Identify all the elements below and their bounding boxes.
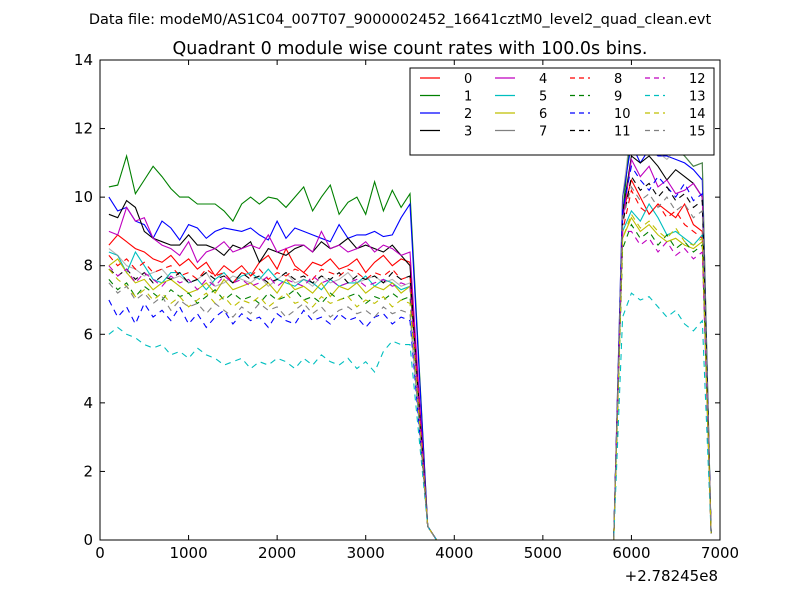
series-line-3 — [108, 154, 712, 541]
x-tick-label: 6000 — [612, 544, 650, 562]
x-tick-label: 0 — [95, 544, 105, 562]
legend-label-12: 12 — [689, 72, 706, 87]
legend-label-10: 10 — [614, 107, 631, 122]
data-file-suptitle: Data file: modeM0/AS1C04_007T07_90000024… — [89, 12, 712, 28]
plot-frame — [99, 59, 721, 541]
series-line-15 — [108, 185, 712, 541]
legend-label-6: 6 — [539, 107, 547, 122]
series-layer — [108, 110, 712, 541]
series-line-2 — [108, 142, 712, 541]
y-tick-label: 2 — [83, 462, 93, 480]
x-tick-label: 7000 — [701, 544, 739, 562]
series-line-9 — [108, 223, 712, 541]
legend-label-13: 13 — [689, 90, 706, 105]
y-tick-label: 8 — [83, 257, 93, 275]
legend-label-0: 0 — [464, 72, 472, 87]
y-tick-label: 14 — [74, 51, 93, 69]
series-line-0 — [108, 178, 712, 541]
legend-label-9: 9 — [614, 90, 622, 105]
legend-label-4: 4 — [539, 72, 547, 87]
series-line-1 — [108, 110, 712, 541]
x-tick-label: 4000 — [435, 544, 473, 562]
legend-box — [409, 67, 715, 156]
legend-label-8: 8 — [614, 72, 622, 87]
legend-label-11: 11 — [614, 125, 631, 140]
legend-label-7: 7 — [539, 125, 547, 140]
x-tick-label: 5000 — [524, 544, 562, 562]
series-line-13 — [108, 292, 712, 541]
series-line-10 — [108, 164, 712, 541]
legend-label-1: 1 — [464, 90, 472, 105]
x-tick-label: 3000 — [347, 544, 385, 562]
y-tick-label: 4 — [83, 394, 93, 412]
legend-label-15: 15 — [689, 125, 706, 140]
legend-label-2: 2 — [464, 107, 472, 122]
x-tick-label: 1000 — [169, 544, 207, 562]
legend-label-5: 5 — [539, 90, 547, 105]
series-line-4 — [108, 157, 712, 541]
legend-label-14: 14 — [689, 107, 706, 122]
legend-label-3: 3 — [464, 125, 472, 140]
y-tick-label: 0 — [83, 531, 93, 549]
x-tick-label: 2000 — [258, 544, 296, 562]
x-offset-label: +2.78245e8 — [625, 567, 718, 585]
series-line-11 — [108, 175, 712, 541]
series-line-14 — [108, 213, 712, 541]
y-tick-label: 6 — [83, 325, 93, 343]
chart-title: Quadrant 0 module wise count rates with … — [173, 39, 648, 59]
series-line-7 — [108, 110, 712, 541]
series-line-6 — [108, 216, 712, 541]
series-line-5 — [108, 202, 712, 541]
y-tick-label: 10 — [74, 188, 93, 206]
y-tick-label: 12 — [74, 120, 93, 138]
series-line-12 — [108, 230, 712, 541]
